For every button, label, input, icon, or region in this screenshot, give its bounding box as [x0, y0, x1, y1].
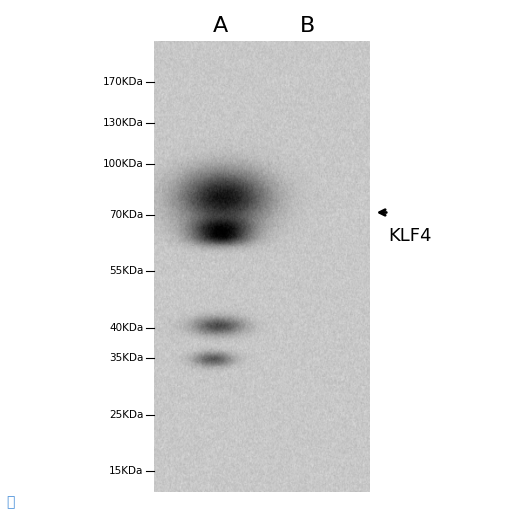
Text: 170KDa: 170KDa	[102, 77, 143, 87]
Text: 70KDa: 70KDa	[109, 210, 143, 220]
Text: 130KDa: 130KDa	[102, 118, 143, 128]
Text: 35KDa: 35KDa	[109, 353, 143, 364]
Text: 40KDa: 40KDa	[109, 323, 143, 333]
Text: 100KDa: 100KDa	[102, 159, 143, 169]
Text: 15KDa: 15KDa	[109, 466, 143, 476]
Text: ⛰: ⛰	[6, 495, 14, 509]
Text: 55KDa: 55KDa	[109, 266, 143, 276]
Text: B: B	[300, 15, 315, 36]
Text: A: A	[212, 15, 228, 36]
Text: 25KDa: 25KDa	[109, 410, 143, 420]
Text: KLF4: KLF4	[388, 226, 431, 245]
Bar	[154, 41, 369, 492]
